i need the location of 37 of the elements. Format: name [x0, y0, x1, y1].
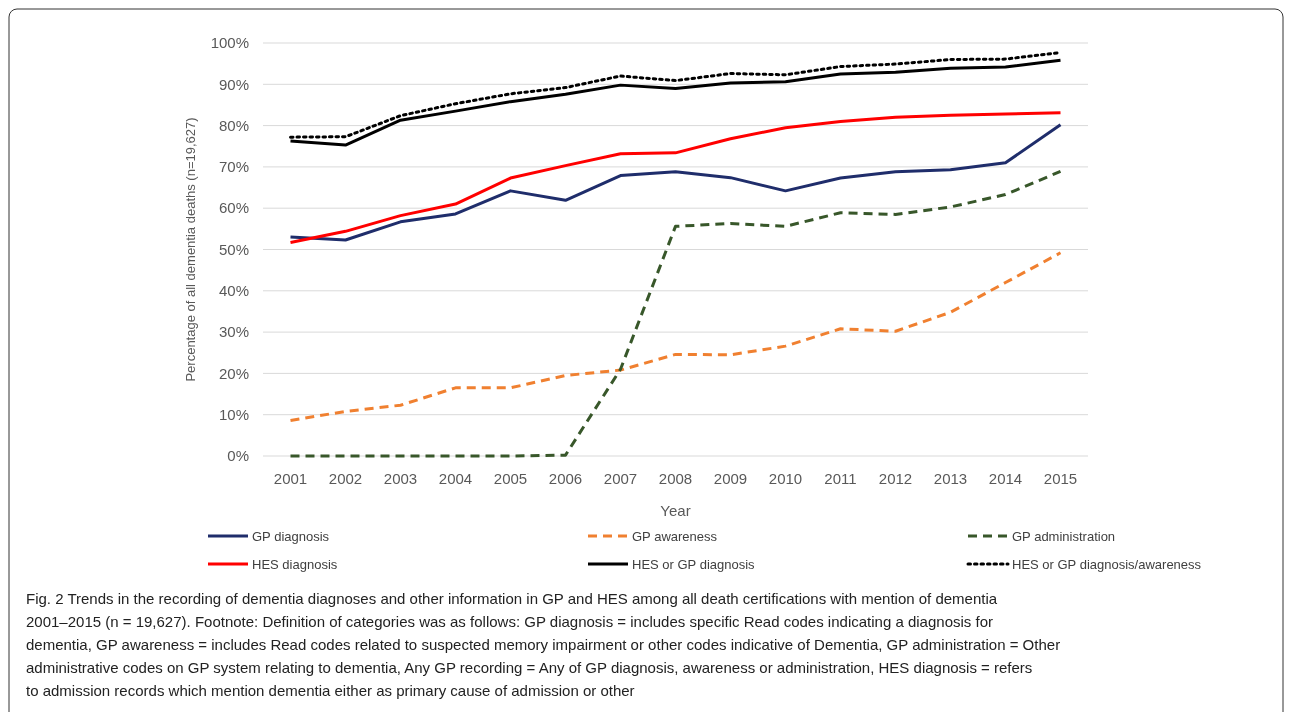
x-tick-label: 2008: [658, 470, 693, 487]
legend-label: GP diagnosis: [252, 528, 330, 544]
x-tick-label: 2006: [548, 470, 583, 487]
legend-label: HES or GP diagnosis: [632, 556, 756, 572]
legend-label: GP administration: [1012, 528, 1116, 544]
x-tick-label: 2004: [438, 470, 473, 487]
x-tick-label: 2001: [273, 470, 308, 487]
x-tick-label: 2014: [988, 470, 1023, 487]
legend-label: HES or GP diagnosis/awareness: [1012, 556, 1202, 572]
line-series: [289, 251, 1062, 422]
y-tick-label: 30%: [218, 323, 249, 341]
x-tick-label: 2007: [603, 470, 638, 487]
x-tick-label: 2003: [383, 470, 418, 487]
y-tick-label: 90%: [218, 75, 249, 93]
y-tick-label: 0%: [227, 447, 249, 465]
x-tick-label: 2011: [824, 470, 857, 487]
y-tick-label: 70%: [218, 158, 249, 176]
line-series: [289, 169, 1062, 458]
x-tick-label: 2010: [768, 470, 803, 487]
x-axis-title: Year: [660, 502, 691, 519]
caption: Fig. 2 Trends in the recording of dementia diagnoses and other information in GP and HES among all death certifications with mention of dementia 2001–2015 (n = 19,627). Footnote: Definition of categories was as follows: GP diagnosis = includes specific Read codes indicating a diagnosis for dementia, GP awareness = includes Read codes related to suspected memory impairment or other codes indicative of Dementia, GP administration = Other administrative codes on GP system relating to dementia, Any GP recording = Any of GP diagnosis, awareness or administration, HES diagnosis = refers to admission records which mention dementia either as primary cause of admission or other: [26, 590, 1061, 699]
y-tick-label: 20%: [218, 364, 249, 382]
legend-label: HES diagnosis: [252, 556, 338, 572]
y-tick-label: 80%: [218, 116, 249, 134]
legend-label: GP awareness: [632, 528, 718, 544]
y-axis-title: Percentage of all dementia deaths (n=19,627): [183, 117, 198, 382]
y-tick-label: 60%: [218, 199, 249, 217]
x-tick-label: 2009: [713, 470, 748, 487]
x-tick-label: 2002: [328, 470, 363, 487]
y-tick-label: 10%: [218, 405, 249, 423]
y-tick-label: 50%: [218, 240, 249, 258]
y-tick-label: 100%: [210, 34, 249, 52]
x-tick-label: 2012: [878, 470, 913, 487]
x-tick-label: 2015: [1043, 470, 1078, 487]
y-tick-label: 40%: [218, 282, 249, 300]
x-tick-label: 2005: [493, 470, 528, 487]
x-tick-label: 2013: [933, 470, 968, 487]
